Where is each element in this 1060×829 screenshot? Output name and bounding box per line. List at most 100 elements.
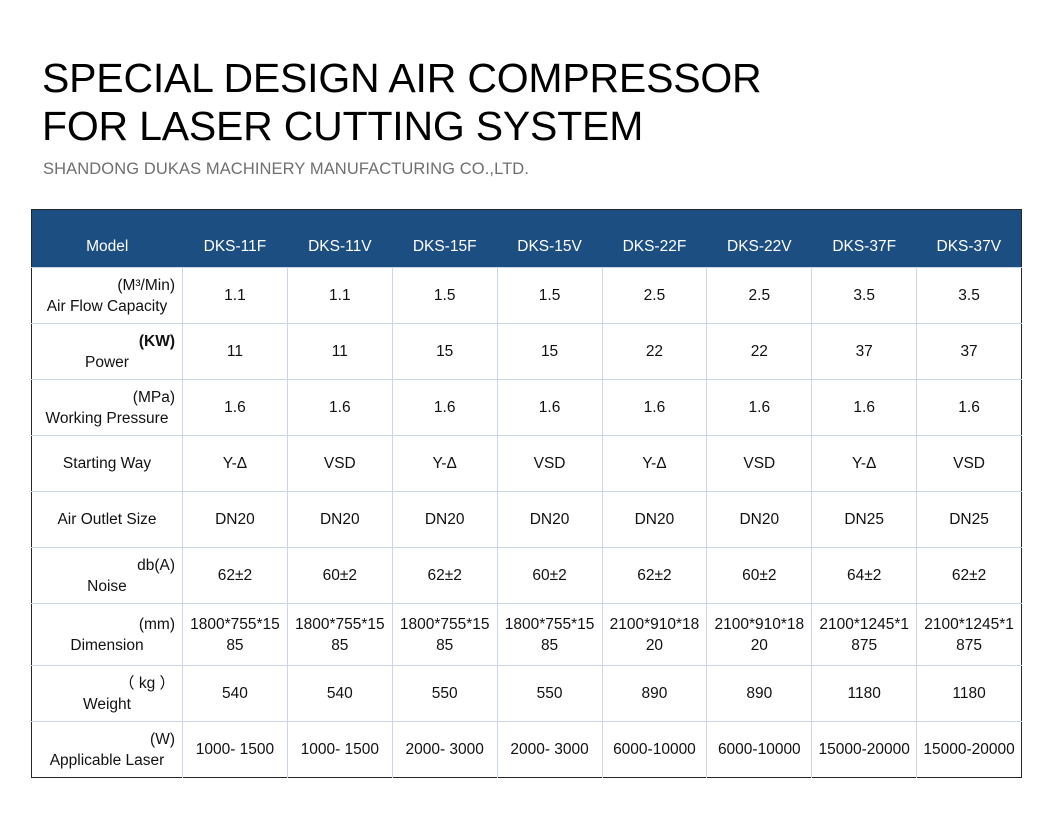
table-row: Starting Way Y-Δ VSD Y-Δ VSD Y-Δ VSD Y-Δ VSD	[31, 435, 1022, 492]
column-header-dks-37f: DKS-37F	[811, 209, 917, 268]
table-cell: Y-Δ	[811, 435, 918, 492]
table-cell: DN20	[391, 491, 498, 548]
table-cell: 2100*910*1820	[706, 603, 813, 666]
row-label-cell: db(A) Noise	[31, 547, 183, 604]
table-cell: 37	[811, 323, 918, 380]
row-name-label: Air Outlet Size	[57, 511, 157, 528]
table-cell: 1.6	[706, 379, 813, 436]
table-cell: 37	[916, 323, 1022, 380]
table-cell: 1800*755*1585	[496, 603, 603, 666]
table-cell: 22	[706, 323, 813, 380]
table-cell: 1.1	[286, 267, 393, 324]
row-name-label: Starting Way	[62, 455, 152, 472]
row-label-cell: (MPa) Working Pressure	[31, 379, 183, 436]
table-cell: 1800*755*1585	[391, 603, 498, 666]
row-unit-label: (MPa)	[132, 388, 175, 406]
table-cell: 60±2	[496, 547, 603, 604]
page-title: SPECIAL DESIGN AIR COMPRESSOR FOR LASER …	[42, 55, 762, 149]
column-header-dks-22v: DKS-22V	[706, 209, 812, 268]
table-row: (W) Applicable Laser 1000- 1500 1000- 1500 2…	[31, 721, 1022, 778]
table-row: （ kg ） Weight 540 540 550 550 890 890 1180 1180	[31, 665, 1022, 722]
table-cell: 2.5	[601, 267, 708, 324]
row-unit-label: db(A)	[137, 556, 175, 574]
table-cell: 62±2	[182, 547, 288, 604]
table-cell: 1.6	[601, 379, 708, 436]
table-cell: DN20	[496, 491, 603, 548]
table-cell: 3.5	[916, 267, 1022, 324]
row-name-label: Power	[85, 353, 129, 371]
table-cell: 1180	[916, 665, 1022, 722]
row-label-cell: (mm) Dimension	[31, 603, 183, 666]
column-header-model: Model	[31, 209, 183, 268]
column-header-dks-15f: DKS-15F	[392, 209, 498, 268]
heading-block: SPECIAL DESIGN AIR COMPRESSOR FOR LASER …	[42, 54, 1002, 180]
row-label-cell: (KW) Power	[31, 323, 183, 380]
row-unit-label: (mm)	[138, 615, 175, 633]
table-header-row: Model DKS-11F DKS-11V DKS-15F DKS-15V DK…	[31, 209, 1022, 268]
table-cell: 1.6	[916, 379, 1022, 436]
table-cell: 1.5	[391, 267, 498, 324]
table-cell: 1.5	[496, 267, 603, 324]
table-cell: 550	[496, 665, 603, 722]
table-cell: VSD	[286, 435, 393, 492]
table-cell: 1800*755*1585	[182, 603, 288, 666]
table-row: (KW) Power 11 11 15 15 22 22 37 37	[31, 323, 1022, 380]
column-header-dks-11f: DKS-11F	[182, 209, 288, 268]
column-header-dks-22f: DKS-22F	[602, 209, 707, 268]
table-header: Model DKS-11F DKS-11V DKS-15F DKS-15V DK…	[31, 209, 1022, 268]
table-cell: 1.6	[811, 379, 918, 436]
table-cell: 890	[601, 665, 708, 722]
table-cell: 540	[182, 665, 288, 722]
table-cell: VSD	[496, 435, 603, 492]
table-cell: 1.6	[182, 379, 288, 436]
column-header-dks-11v: DKS-11V	[287, 209, 393, 268]
specification-table: Model DKS-11F DKS-11V DKS-15F DKS-15V DK…	[31, 209, 1022, 778]
table-cell: 2000- 3000	[391, 721, 498, 778]
table-cell: 2000- 3000	[496, 721, 603, 778]
row-name-label: Working Pressure	[45, 409, 169, 427]
table-cell: 2.5	[706, 267, 813, 324]
company-subtitle: SHANDONG DUKAS MACHINERY MANUFACTURING C…	[43, 160, 530, 178]
specification-table-container: Model DKS-11F DKS-11V DKS-15F DKS-15V DK…	[31, 209, 1022, 778]
row-name-label: Dimension	[70, 636, 144, 654]
row-label-cell: Starting Way	[31, 435, 183, 492]
table-cell: DN20	[706, 491, 813, 548]
table-cell: Y-Δ	[391, 435, 498, 492]
row-name-label: Applicable Laser	[49, 751, 165, 769]
column-header-dks-37v: DKS-37V	[916, 209, 1022, 268]
row-unit-label: (W)	[150, 730, 175, 748]
row-name-label: Noise	[87, 577, 127, 595]
table-cell: DN20	[286, 491, 393, 548]
table-cell: 62±2	[391, 547, 498, 604]
table-cell: 6000-10000	[706, 721, 813, 778]
row-name-label: Air Flow Capacity	[46, 297, 168, 315]
table-cell: 1800*755*1585	[286, 603, 393, 666]
table-cell: 15	[391, 323, 498, 380]
row-name-label: Weight	[83, 695, 131, 713]
table-row: (M³/Min) Air Flow Capacity 1.1 1.1 1.5 1.5 2.5…	[31, 267, 1022, 324]
table-cell: 15	[496, 323, 603, 380]
table-cell: 22	[601, 323, 708, 380]
table-cell: 1000- 1500	[182, 721, 288, 778]
row-label-cell: (W) Applicable Laser	[31, 721, 183, 778]
row-label-cell: （ kg ） Weight	[31, 665, 183, 722]
row-label-cell: Air Outlet Size	[31, 491, 183, 548]
table-cell: 60±2	[706, 547, 813, 604]
row-label-cell: (M³/Min) Air Flow Capacity	[31, 267, 183, 324]
table-cell: 1.6	[496, 379, 603, 436]
table-cell: 1.1	[182, 267, 288, 324]
table-cell: 15000-20000	[811, 721, 918, 778]
table-cell: 64±2	[811, 547, 918, 604]
table-cell: 2100*1245*1875	[916, 603, 1022, 666]
table-cell: 62±2	[601, 547, 708, 604]
column-header-dks-15v: DKS-15V	[497, 209, 602, 268]
table-cell: VSD	[706, 435, 813, 492]
table-cell: 890	[706, 665, 813, 722]
table-row: db(A) Noise 62±2 60±2 62±2 60±2 62±2 60±2 64±2 62…	[31, 547, 1022, 604]
table-cell: 2100*1245*1875	[811, 603, 918, 666]
table-cell: 1180	[811, 665, 918, 722]
table-row: (mm) Dimension 1800*755*1585 1800*755*1585 1…	[31, 603, 1022, 666]
table-cell: 550	[391, 665, 498, 722]
table-cell: 1000- 1500	[286, 721, 393, 778]
